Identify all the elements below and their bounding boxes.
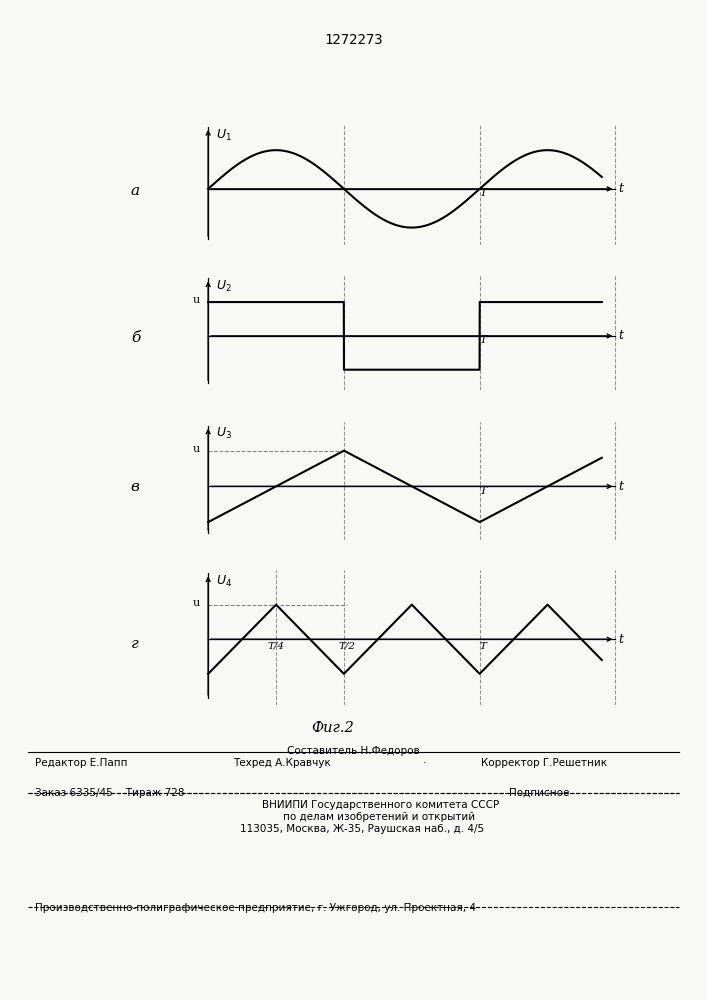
Text: 113035, Москва, Ж-35, Раушская наб., д. 4/5: 113035, Москва, Ж-35, Раушская наб., д. … (240, 824, 484, 834)
Text: t: t (619, 182, 624, 195)
Text: ·: · (423, 758, 426, 768)
Text: T/4: T/4 (267, 642, 284, 651)
Text: T: T (479, 486, 486, 496)
Text: г: г (131, 637, 139, 651)
Text: Корректор Г.Решетник: Корректор Г.Решетник (481, 758, 607, 768)
Text: 1272273: 1272273 (325, 33, 382, 47)
Text: T: T (479, 188, 486, 198)
Text: Заказ 6335/45    Тираж 728: Заказ 6335/45 Тираж 728 (35, 788, 185, 798)
Text: T: T (479, 335, 486, 345)
Text: $U_2$: $U_2$ (216, 279, 232, 294)
Text: а: а (131, 184, 140, 198)
Text: Техред А.Кравчук: Техред А.Кравчук (233, 758, 331, 768)
Text: u: u (193, 598, 200, 608)
Text: в: в (131, 480, 140, 494)
Text: u: u (193, 295, 200, 305)
Text: Составитель Н.Федоров: Составитель Н.Федоров (287, 746, 420, 756)
Text: $U_1$: $U_1$ (216, 128, 232, 143)
Text: $U_3$: $U_3$ (216, 426, 233, 441)
Text: по делам изобретений и открытий: по делам изобретений и открытий (283, 812, 475, 822)
Text: Подписное: Подписное (509, 788, 569, 798)
Text: T: T (479, 642, 486, 651)
Text: б: б (131, 331, 140, 345)
Text: Фиг.2: Фиг.2 (311, 721, 354, 735)
Text: Редактор Е.Папп: Редактор Е.Папп (35, 758, 128, 768)
Text: t: t (619, 633, 624, 646)
Text: u: u (193, 444, 200, 454)
Text: t: t (619, 329, 624, 342)
Text: t: t (619, 480, 624, 493)
Text: ВНИИПИ Государственного комитета СССР: ВНИИПИ Государственного комитета СССР (262, 800, 499, 810)
Text: $U_4$: $U_4$ (216, 574, 233, 589)
Text: Производственно-полиграфическое предприятие, г. Ужгород, ул. Проектная, 4: Производственно-полиграфическое предприя… (35, 903, 477, 913)
Text: T/2: T/2 (339, 642, 356, 651)
